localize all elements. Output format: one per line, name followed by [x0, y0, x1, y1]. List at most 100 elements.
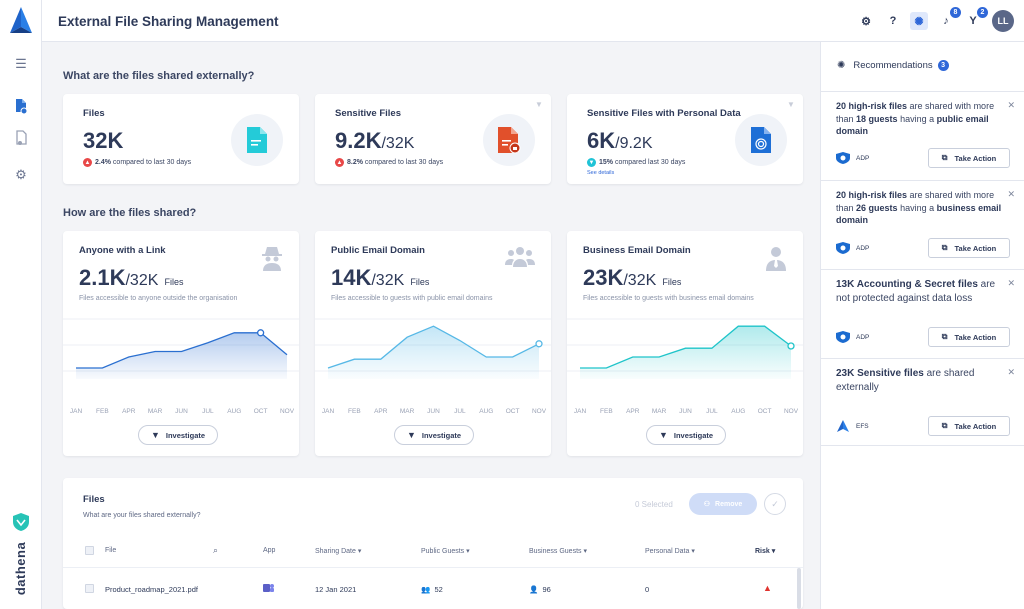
- column-header-business-guests[interactable]: Business Guests ▾: [529, 548, 587, 555]
- chart-tick-label: JUL: [454, 408, 466, 415]
- bell-icon[interactable]: ♪ 8: [937, 7, 961, 30]
- efs-logo-icon: [837, 420, 849, 432]
- chart-tick-label: APR: [374, 408, 388, 415]
- chart-point-marker: [256, 329, 265, 337]
- chart-tick-label: JAN: [574, 408, 587, 415]
- sharing-card-business-email: Business Email Domain 23K/32K Files File…: [567, 231, 803, 456]
- recommendation-item: 23K Sensitive files are shared externall…: [821, 358, 1024, 446]
- investigate-button[interactable]: ▼ Investigate: [138, 425, 218, 445]
- table-divider: [63, 567, 803, 568]
- close-icon[interactable]: ✕: [1007, 189, 1015, 199]
- column-header-personal-data[interactable]: Personal Data ▾: [645, 548, 695, 555]
- chart-tick-label: OCT: [758, 408, 772, 415]
- table-scrollbar[interactable]: [797, 568, 801, 609]
- kpi-delta: ▼ 15% compared last 30 days: [587, 158, 686, 167]
- file-icon: [231, 114, 283, 166]
- close-icon[interactable]: ✕: [1007, 278, 1015, 288]
- filter-icon: ▼: [658, 430, 668, 440]
- filter-icon[interactable]: ▼: [535, 100, 543, 109]
- recommendation-item: 13K Accounting & Secret files are not pr…: [821, 269, 1024, 358]
- settings-icon[interactable]: ⚙: [15, 167, 27, 182]
- investigate-button[interactable]: ▼ Investigate: [646, 425, 726, 445]
- external-link-icon: ⧉: [941, 332, 948, 341]
- filter-icon[interactable]: ▼: [787, 100, 795, 109]
- take-action-button[interactable]: ⧉ Take Action: [928, 416, 1010, 436]
- external-link-icon: ⧉: [941, 421, 948, 430]
- cell-sharing-date: 12 Jan 2021: [315, 585, 357, 594]
- chart-series-line: [76, 332, 288, 369]
- table-subtitle: What are your files shared externally?: [83, 512, 201, 519]
- recommendations-panel: ✺ Recommendations 3 20 high-risk files a…: [820, 42, 1024, 609]
- column-header-risk[interactable]: Risk ▾: [755, 548, 776, 555]
- sharing-label: Anyone with a Link: [79, 245, 166, 256]
- chart-tick-label: FEB: [348, 408, 361, 415]
- chart-tick-label: NOV: [532, 408, 547, 415]
- kpi-card-personal-data[interactable]: ▼ Sensitive Files with Personal Data 6K/…: [567, 94, 803, 184]
- see-details-link[interactable]: See details: [587, 170, 615, 176]
- cell-personal-data: 0: [645, 585, 650, 594]
- sharing-label: Public Email Domain: [331, 245, 425, 256]
- sharing-value: 14K/32K Files: [331, 265, 430, 290]
- sharing-value: 2.1K/32K Files: [79, 265, 184, 290]
- top-bar: External File Sharing Management ⚙ ? ✺ ♪…: [42, 0, 1024, 42]
- locked-file-icon: [483, 114, 535, 166]
- recommendation-text: 20 high-risk files are shared with more …: [836, 190, 1002, 225]
- recommendation-text: 20 high-risk files are shared with more …: [836, 101, 995, 136]
- adp-shield-icon: [836, 242, 850, 254]
- take-action-button[interactable]: ⧉ Take Action: [928, 327, 1010, 347]
- arrow-up-icon: ▲: [335, 158, 344, 167]
- sort-down-icon: ▾: [691, 548, 695, 555]
- menu-icon[interactable]: ☰: [15, 56, 27, 71]
- column-header-app[interactable]: App: [263, 547, 276, 554]
- lightbulb-icon: ✺: [837, 60, 846, 71]
- investigate-button[interactable]: ▼ Investigate: [394, 425, 474, 445]
- teams-icon: [263, 583, 274, 595]
- help-icon[interactable]: ?: [889, 15, 897, 27]
- recommendations-header: ✺ Recommendations 3: [837, 60, 949, 71]
- take-action-button[interactable]: ⧉ Take Action: [928, 238, 1010, 258]
- files-table-card: Files What are your files shared externa…: [63, 478, 803, 609]
- kpi-value: 9.2K/32K: [335, 128, 415, 153]
- remove-user-icon: ⚇: [703, 501, 711, 508]
- take-action-button[interactable]: ⧉ Take Action: [928, 148, 1010, 168]
- settings-icon[interactable]: ⚙: [861, 15, 871, 28]
- confirm-check-button[interactable]: ✓: [764, 493, 786, 515]
- brand-wordmark: dathena: [13, 541, 29, 595]
- avatar[interactable]: LL: [992, 10, 1014, 32]
- column-header-file[interactable]: File: [105, 547, 117, 554]
- row-checkbox[interactable]: [85, 584, 94, 593]
- chart-tick-label: MAR: [400, 408, 415, 415]
- chart-tick-label: NOV: [784, 408, 799, 415]
- dathena-shield-icon: [13, 513, 29, 531]
- chart-business-email: JAN FEB APR MAR JUN JUL AUG OCT NOV: [567, 318, 803, 415]
- select-all-checkbox[interactable]: [85, 546, 94, 555]
- cell-file[interactable]: Product_roadmap_2021.pdf: [105, 585, 198, 594]
- recommendation-text: 13K Accounting & Secret files are not pr…: [836, 279, 996, 304]
- lightbulb-icon[interactable]: ✺: [910, 12, 928, 30]
- external-link-icon: ⧉: [941, 243, 948, 252]
- close-icon[interactable]: ✕: [1007, 100, 1015, 110]
- fingerprint-file-icon: [735, 114, 787, 166]
- kpi-delta: ▲ 2.4% compared to last 30 days: [83, 158, 192, 167]
- kpi-card-files[interactable]: Files 32K ▲ 2.4% compared to last 30 days: [63, 94, 299, 184]
- close-icon[interactable]: ✕: [1007, 367, 1015, 377]
- chart-tick-label: AUG: [479, 408, 493, 415]
- column-header-public-guests[interactable]: Public Guests ▾: [421, 548, 470, 555]
- file-share-icon[interactable]: [13, 98, 29, 114]
- chart-tick-label: JUN: [175, 408, 188, 415]
- kpi-value: 6K/9.2K: [587, 128, 653, 153]
- business-user-icon: 👤: [529, 585, 539, 594]
- column-header-sharing-date[interactable]: Sharing Date ▾: [315, 548, 362, 555]
- kpi-card-sensitive-files[interactable]: ▼ Sensitive Files 9.2K/32K ▲ 8.2% compare…: [315, 94, 551, 184]
- chart-tick-label: JAN: [70, 408, 83, 415]
- app-logo-icon[interactable]: [7, 6, 35, 34]
- sharing-description: Files accessible to guests with business…: [583, 295, 754, 302]
- files-stack-icon[interactable]: [13, 130, 29, 146]
- chart-tick-label: APR: [122, 408, 136, 415]
- sharing-card-public-email: Public Email Domain 14K/32K Files Files …: [315, 231, 551, 456]
- search-icon[interactable]: ⌕: [213, 545, 219, 555]
- remove-button[interactable]: ⚇ Remove: [689, 493, 757, 515]
- sharing-card-anyone-link: Anyone with a Link 2.1K/32K Files Files …: [63, 231, 299, 456]
- recommendation-app: ADP: [836, 331, 869, 343]
